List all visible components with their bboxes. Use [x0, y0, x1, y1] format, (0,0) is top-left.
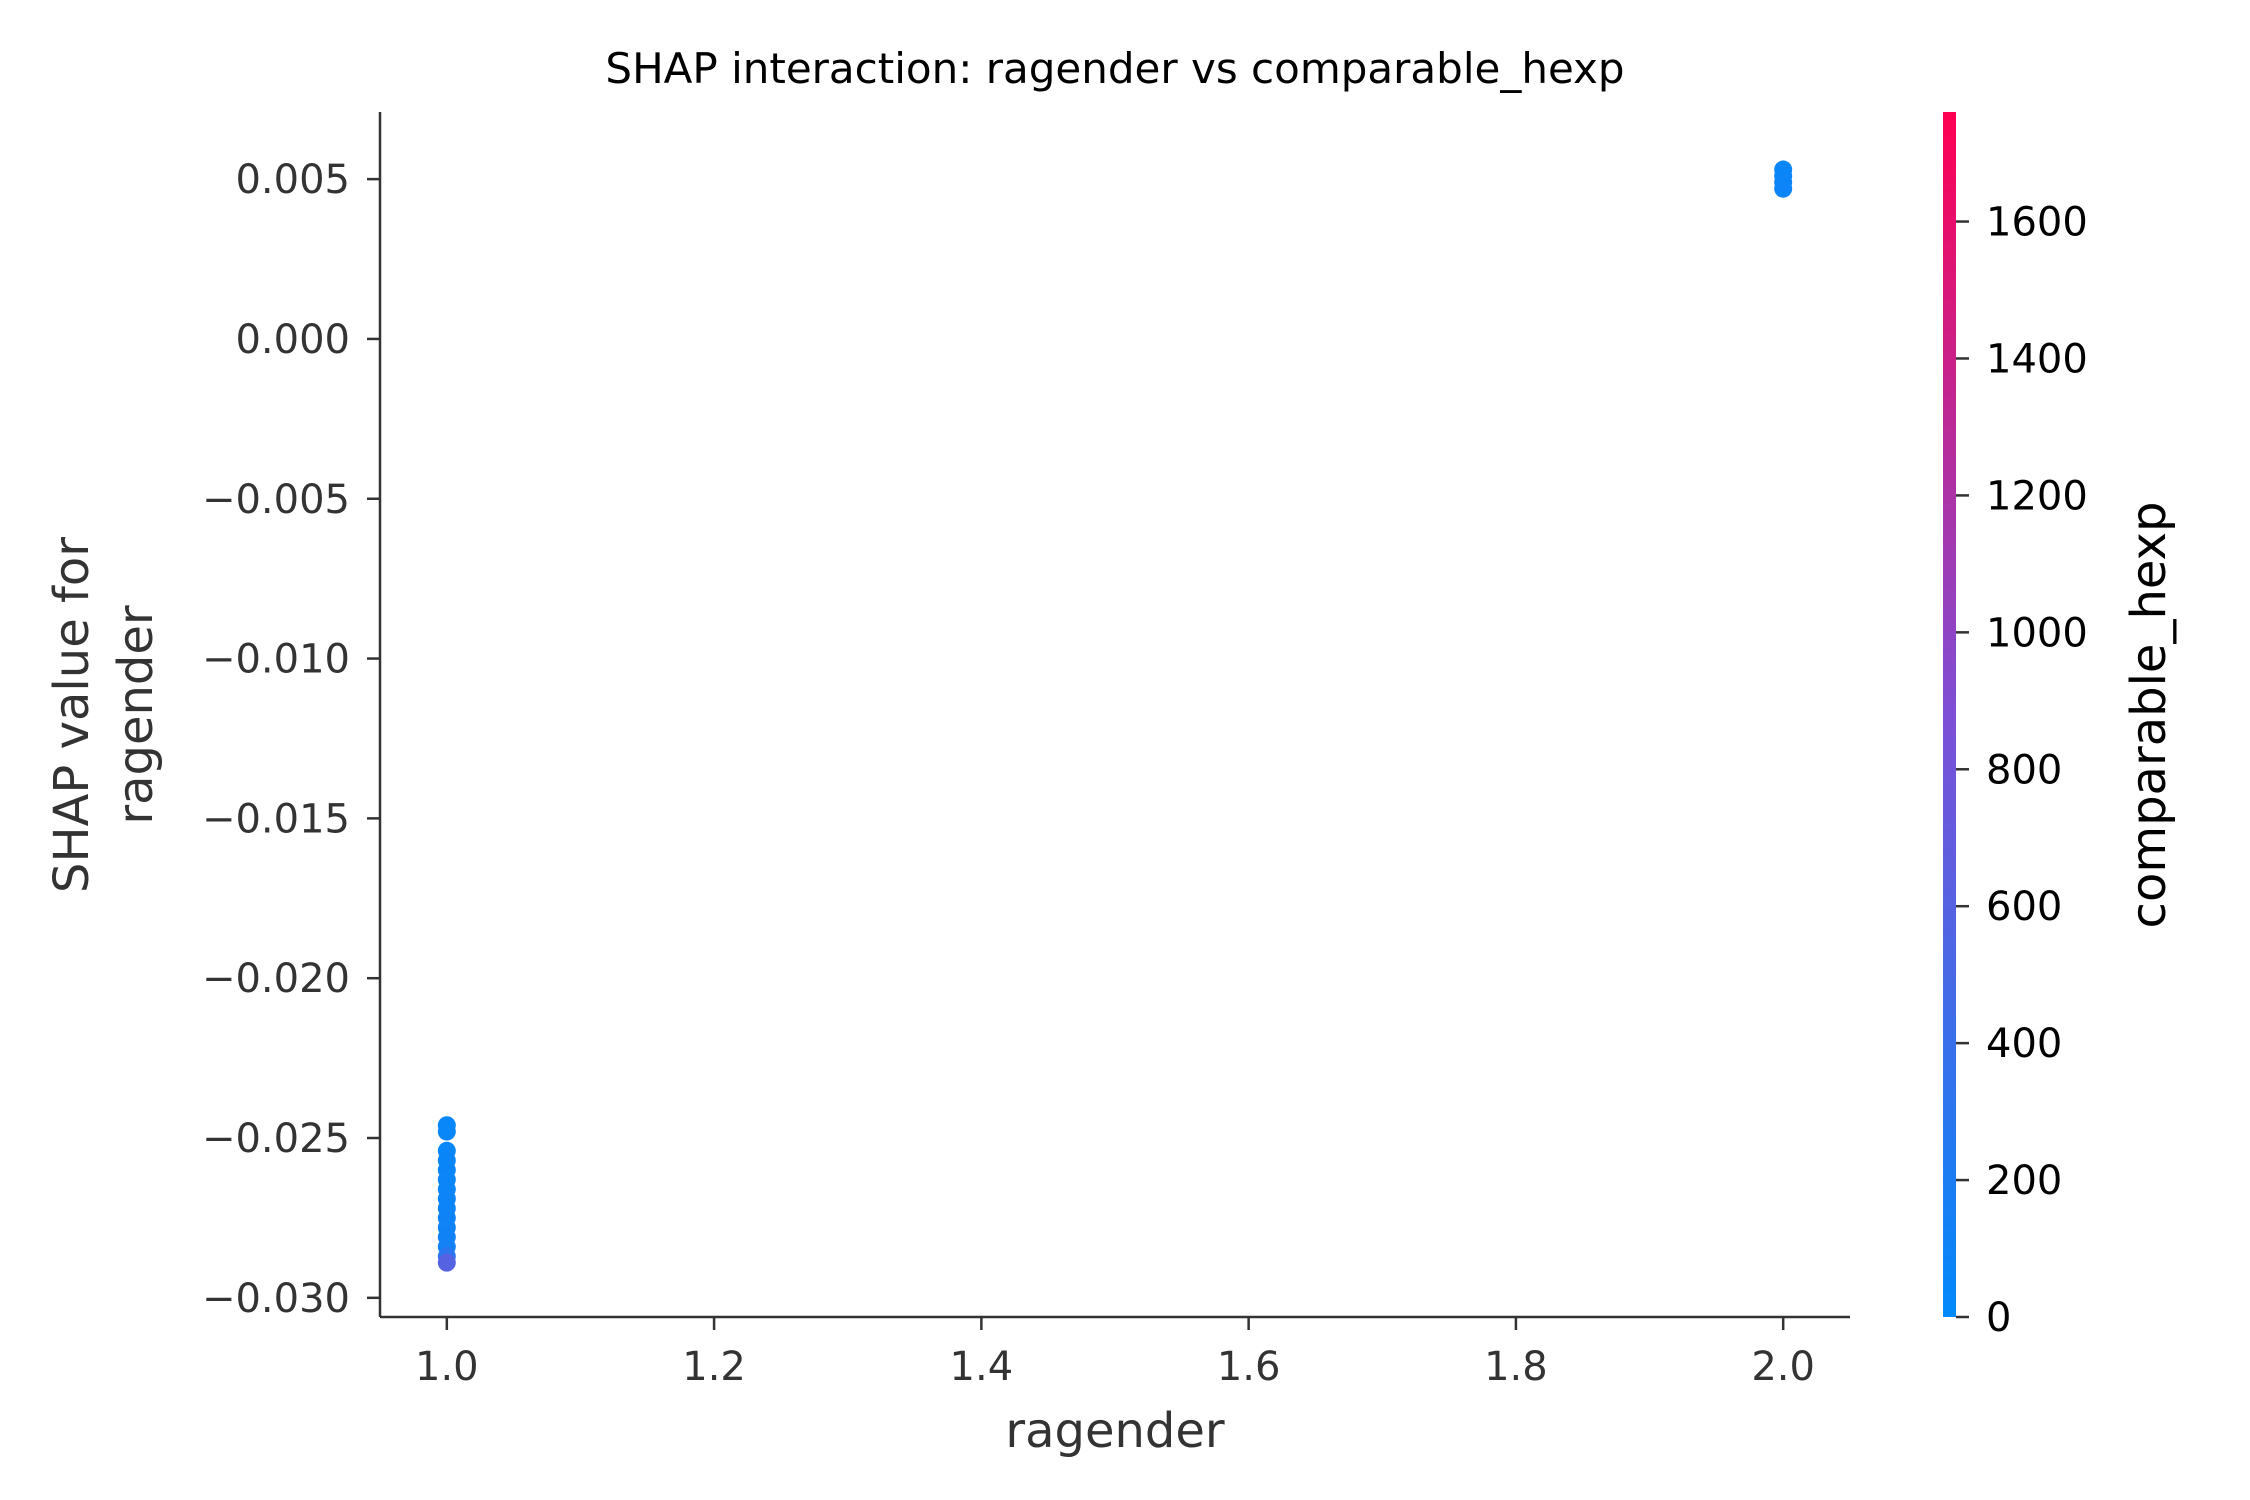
y-tick-label: −0.030: [202, 1276, 350, 1322]
x-tick-label: 1.8: [1484, 1344, 1548, 1390]
colorbar-tick-label: 400: [1986, 1021, 2062, 1067]
colorbar-tick-label: 200: [1986, 1158, 2062, 1204]
scatter-point: [437, 1122, 456, 1141]
y-tick-label: −0.015: [202, 796, 350, 842]
chart-title: SHAP interaction: ragender vs comparable…: [605, 44, 1624, 93]
y-tick-label: −0.005: [202, 477, 350, 523]
y-tick-label: −0.020: [202, 956, 350, 1002]
colorbar-ticks: 0 200 400 600 800 1000 1200 1400 1600: [1956, 200, 2088, 1341]
colorbar: [1943, 112, 1956, 1317]
colorbar-tick-label: 1000: [1986, 610, 2088, 656]
y-axis-label-line-2: ragender: [108, 605, 164, 825]
colorbar-tick-label: 1200: [1986, 473, 2088, 519]
y-axis-label-line-1: SHAP value for: [44, 537, 100, 893]
colorbar-tick-label: 600: [1986, 884, 2062, 930]
y-tick-label: −0.025: [202, 1116, 350, 1162]
scatter-point: [1774, 179, 1793, 198]
colorbar-tick-label: 0: [1986, 1295, 2011, 1341]
y-axis-label: SHAP value for ragender: [44, 537, 164, 893]
scatter-point: [437, 1253, 456, 1272]
y-tick-label: 0.000: [235, 317, 350, 363]
colorbar-label: comparable_hexp: [2121, 502, 2177, 929]
colorbar-tick-label: 1400: [1986, 336, 2088, 382]
y-tick-label: −0.010: [202, 637, 350, 683]
y-ticks: 0.005 0.000 −0.005 −0.010 −0.015 −0.020 −0.025…: [202, 157, 380, 1322]
x-tick-label: 2.0: [1751, 1344, 1815, 1390]
points-layer: [437, 160, 1793, 1272]
x-tick-label: 1.4: [950, 1344, 1014, 1390]
colorbar-tick-label: 800: [1986, 747, 2062, 793]
x-tick-label: 1.2: [682, 1344, 746, 1390]
x-ticks: 1.0 1.2 1.4 1.6 1.8 2.0: [415, 1317, 1815, 1390]
colorbar-tick-label: 1600: [1986, 200, 2088, 246]
y-tick-label: 0.005: [235, 157, 350, 203]
x-tick-label: 1.6: [1217, 1344, 1281, 1390]
x-axis-label: ragender: [1005, 1403, 1225, 1459]
x-tick-label: 1.0: [415, 1344, 479, 1390]
